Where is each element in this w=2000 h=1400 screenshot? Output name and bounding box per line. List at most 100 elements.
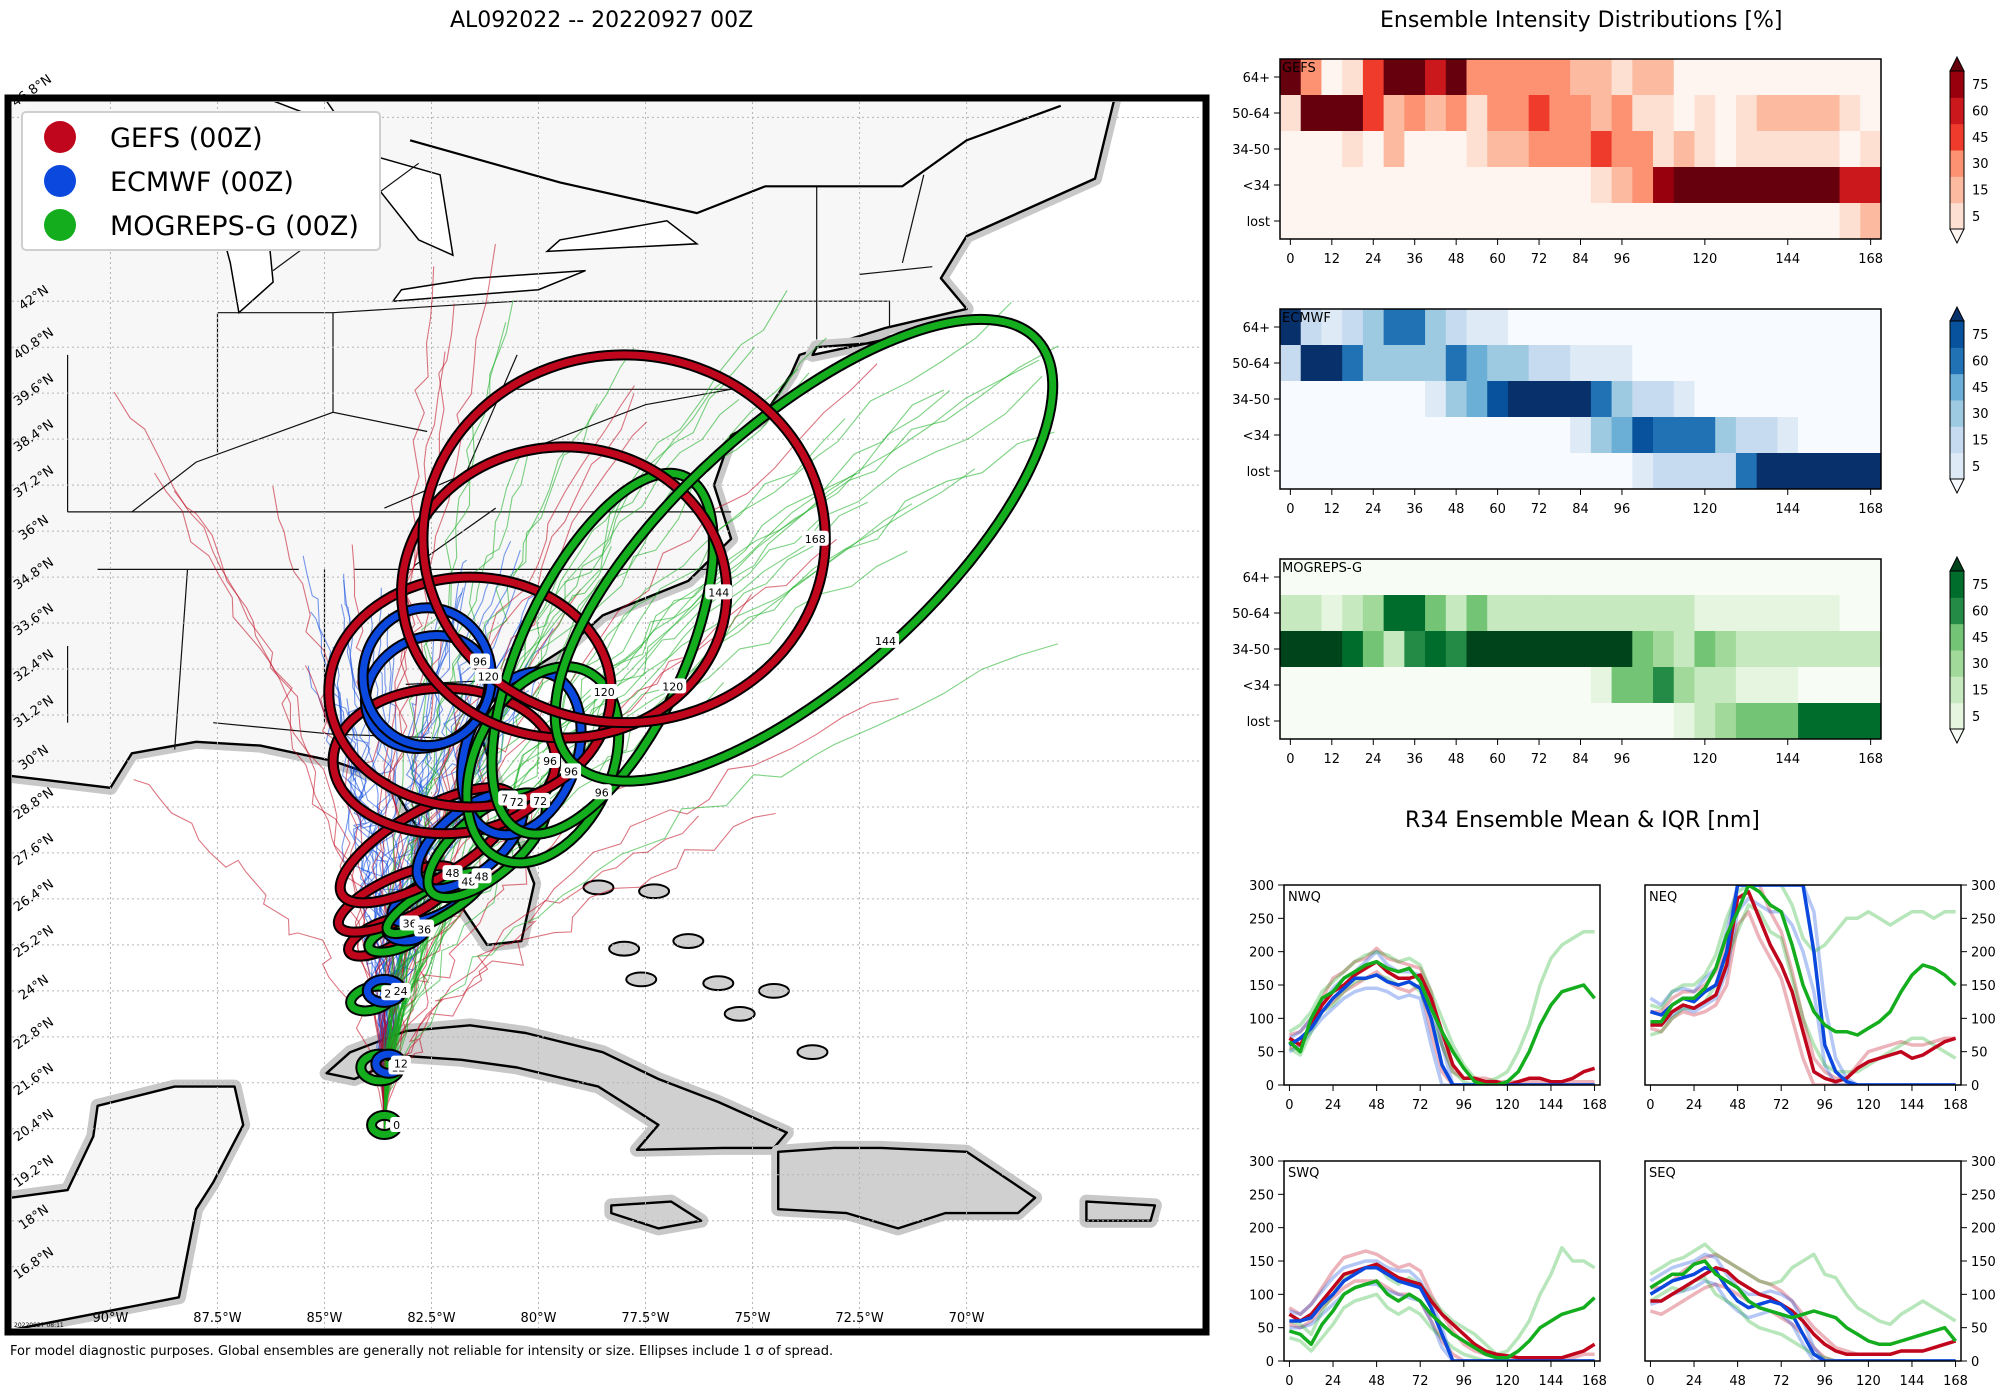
heatmap-cell	[1321, 595, 1343, 632]
heatmap-cell	[1570, 417, 1592, 454]
heatmap-cell	[1362, 559, 1385, 596]
heatmap-cell	[1611, 417, 1633, 454]
heatmap-cell	[1715, 667, 1737, 704]
heatmap-cell	[1404, 703, 1426, 740]
x-tick-label: 60	[1489, 752, 1506, 767]
y-tick-label: 50-64	[1232, 107, 1270, 122]
heatmap-cell	[1487, 595, 1509, 632]
heatmap-cell	[1590, 131, 1613, 168]
heatmap-cell	[1777, 667, 1799, 704]
x-tick-label: 24	[1365, 502, 1382, 517]
heatmap-cell	[1383, 59, 1405, 96]
heatmap-cell	[1653, 381, 1675, 418]
colorbar-frame	[1949, 570, 1965, 730]
heatmap-cell	[1487, 345, 1509, 382]
heatmap-cell	[1839, 131, 1861, 168]
x-tick-label: 48	[1448, 752, 1465, 767]
heatmap-cell	[1383, 95, 1405, 132]
hispaniola-land	[777, 1146, 1037, 1230]
heatmap-cell	[1632, 559, 1654, 596]
mogreps-track	[383, 643, 1058, 1132]
heatmap-cell	[1590, 309, 1613, 346]
heatmap-cell	[1300, 381, 1322, 418]
heatmap-cell	[1756, 345, 1778, 382]
y-tick-label: 0	[1266, 1355, 1274, 1370]
heatmap-cell	[1632, 95, 1654, 132]
heatmap-cell	[1321, 631, 1343, 668]
ellipse-hour-label: 0	[393, 1119, 400, 1132]
heatmap-cell	[1466, 95, 1488, 132]
map-content: 0121224243636364848487272729696969612012…	[12, 102, 1202, 1328]
y-tick-label: 150	[1249, 1255, 1274, 1270]
heatmap-cell	[1549, 381, 1571, 418]
heatmap-cell	[1611, 631, 1633, 668]
x-tick-label: 48	[1368, 1374, 1385, 1389]
x-tick-label: 144	[1539, 1374, 1564, 1389]
heatmap-cell	[1507, 667, 1530, 704]
heatmap-cell	[1445, 631, 1468, 668]
x-tick-label: 96	[1456, 1374, 1473, 1389]
heatmap-cell	[1528, 559, 1550, 596]
heatmap-cell	[1280, 595, 1302, 632]
y-tick-label: 50	[1971, 1046, 1988, 1061]
ecmwf-legend-marker	[44, 165, 76, 197]
heatmap-cell	[1673, 167, 1695, 204]
bahamas-island	[638, 883, 671, 900]
heatmap-cell	[1445, 453, 1468, 490]
heatmap-cell	[1818, 381, 1841, 418]
heatmap-cell	[1860, 417, 1882, 454]
heatmap-cell	[1611, 453, 1633, 490]
r34-lines	[1288, 929, 1596, 1085]
heatmap-cell	[1445, 59, 1468, 96]
heatmap-cell	[1673, 345, 1695, 382]
heatmap-cell	[1694, 381, 1716, 418]
heatmap-cell	[1756, 131, 1778, 168]
heatmap-cell	[1611, 595, 1633, 632]
heatmap-cell	[1300, 417, 1322, 454]
heatmap-cell	[1445, 667, 1468, 704]
colorbar-segment	[1950, 676, 1964, 704]
panel-label: ECMWF	[1282, 311, 1331, 326]
y-tick-label: 250	[1249, 1188, 1274, 1203]
lon-tick-label: 82.5°W	[407, 1311, 455, 1326]
heatmap-cell	[1798, 631, 1820, 668]
heatmap-cell	[1570, 595, 1592, 632]
colorbar-extend-min	[1949, 728, 1965, 745]
heatmap-cell	[1404, 345, 1426, 382]
ecmwf-iqr-line	[1288, 1259, 1595, 1361]
heatmap-cell	[1528, 95, 1550, 132]
intensity-panels: GEFS 64+ 50-64 34-50 <34 lost 0 12 24 36 48 60 72 84 9…	[1232, 55, 1989, 767]
ellipse-hour-label: 120	[478, 671, 499, 684]
heatmap-cell	[1653, 309, 1675, 346]
ellipse-hour-label: 120	[662, 680, 683, 693]
ecmwf-mean-line	[1289, 1265, 1595, 1361]
heatmap-cell	[1735, 345, 1758, 382]
heatmap-cell	[1321, 59, 1343, 96]
heatmap-cell	[1673, 559, 1695, 596]
heatmap-cell	[1445, 417, 1468, 454]
x-tick-label: 144	[1539, 1098, 1564, 1113]
heatmap-cell	[1715, 59, 1737, 96]
x-tick-label: 36	[1406, 252, 1423, 267]
heatmap-cell	[1632, 631, 1654, 668]
y-tick-label: 100	[1971, 1012, 1996, 1027]
y-tick-label: 64+	[1243, 321, 1270, 336]
ellipse-label-bg	[474, 668, 502, 684]
yucatan-land	[12, 1085, 245, 1328]
ecmwf-iqr-line	[1649, 1279, 1956, 1361]
colorbar-tick-label: 75	[1972, 328, 1989, 343]
gefs-track	[383, 812, 776, 1138]
heatmap-cell	[1549, 309, 1571, 346]
long-island-land	[811, 338, 887, 357]
heatmap-cell	[1445, 131, 1468, 168]
colorbar-extend-min	[1949, 478, 1965, 495]
heatmap-cell	[1694, 59, 1716, 96]
heatmap-cell	[1756, 167, 1778, 204]
y-tick-label: <34	[1243, 679, 1270, 694]
x-tick-label: 144	[1775, 752, 1800, 767]
ellipse-label-bg	[591, 784, 612, 800]
heatmap-cell	[1466, 417, 1488, 454]
colorbar-extend-max	[1949, 55, 1965, 72]
y-tick-label: lost	[1247, 465, 1270, 480]
heatmap-cell	[1590, 95, 1613, 132]
